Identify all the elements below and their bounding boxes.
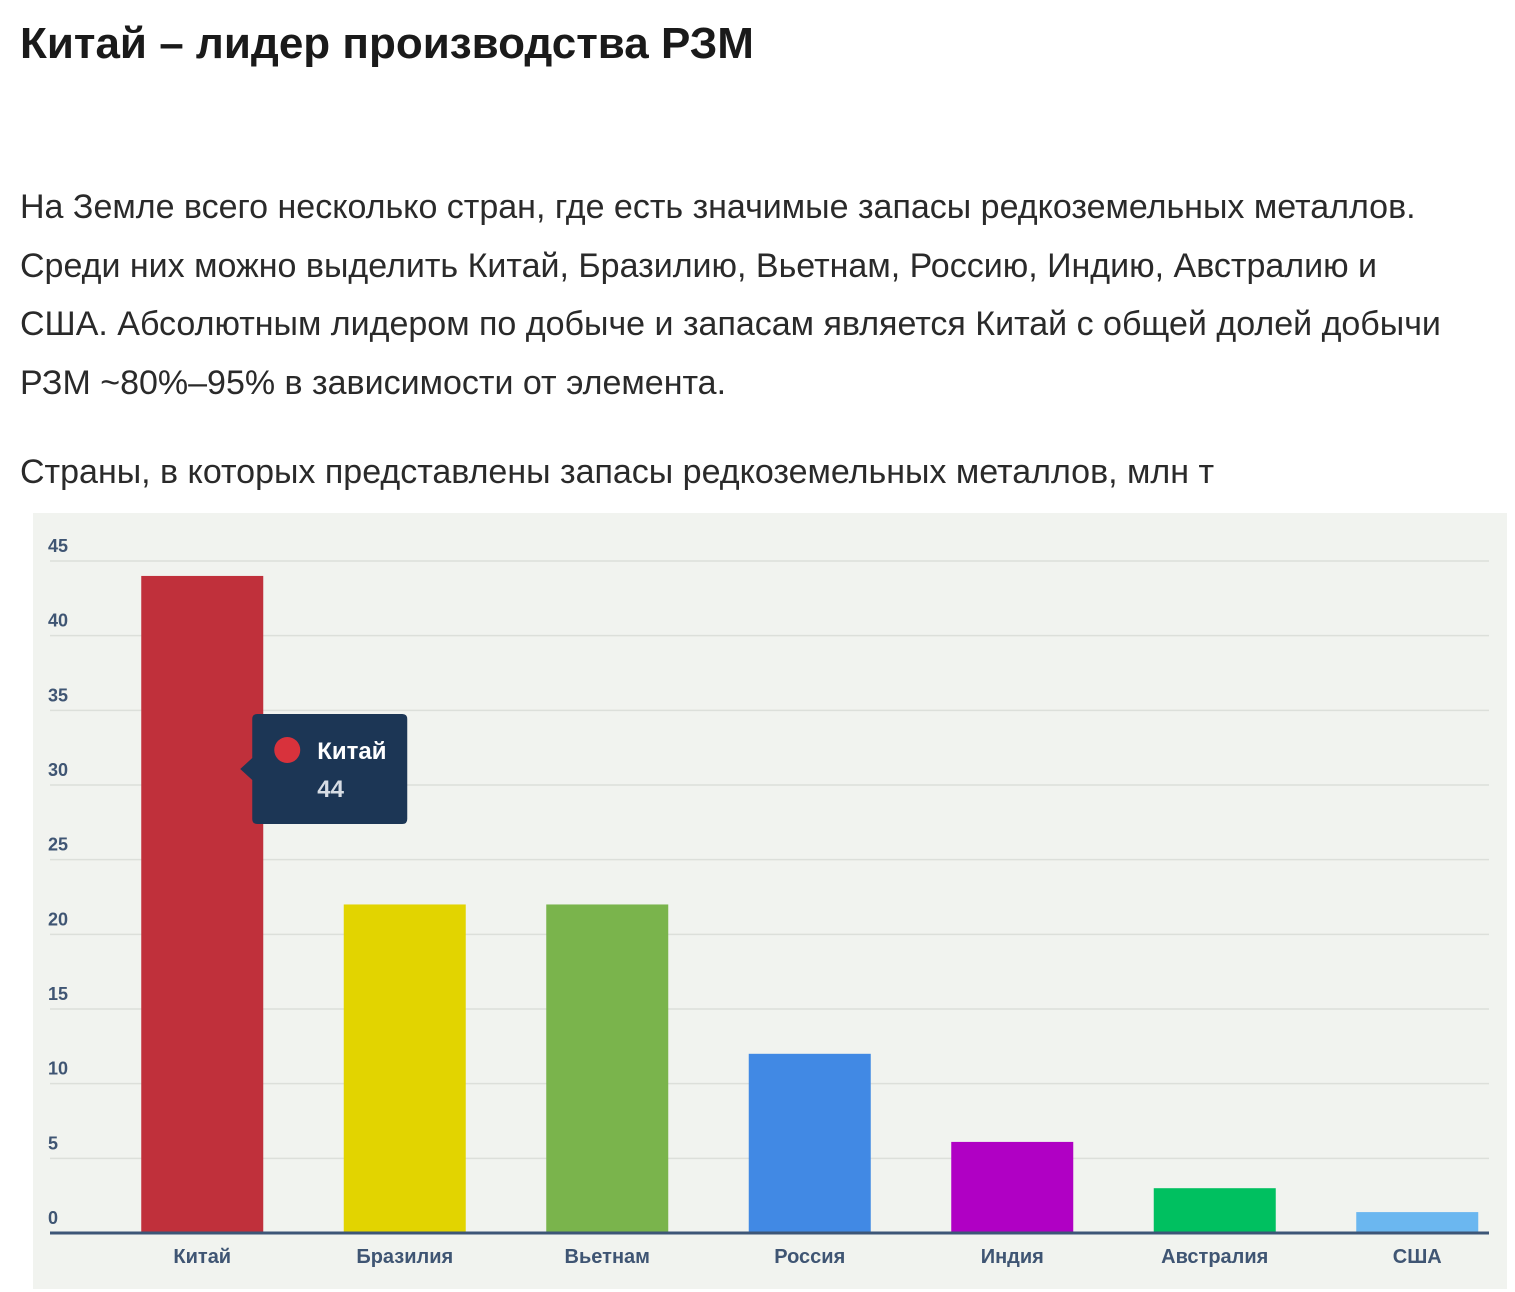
y-tick-label: 25 <box>48 835 68 855</box>
chart-caption: Страны, в которых представлены запасы ре… <box>20 453 1215 491</box>
bar-chart: 0 5 10 15 20 25 30 35 40 45 Китай Бразилия Вьетнам Р… <box>48 536 1489 1268</box>
tooltip-box <box>240 714 408 824</box>
y-tick-label: 0 <box>48 1208 58 1228</box>
bar-tooltip: Китай 44 <box>240 714 408 824</box>
x-category-label: Австралия <box>1161 1246 1268 1268</box>
chart-container: 0 5 10 15 20 25 30 35 40 45 Китай Бразилия Вьетнам Р… <box>33 513 1507 1289</box>
x-category-label: США <box>1393 1246 1442 1268</box>
bar-5[interactable] <box>951 1141 1074 1233</box>
article-paragraph: На Земле всего несколько стран, где есть… <box>20 188 1441 402</box>
bar-3[interactable] <box>546 904 669 1233</box>
bars <box>141 575 1479 1233</box>
bar-7[interactable] <box>1356 1212 1479 1233</box>
x-category-label: Индия <box>981 1246 1044 1268</box>
y-tick-label: 45 <box>48 536 68 556</box>
y-tick-label: 30 <box>48 760 68 780</box>
tooltip-marker <box>274 737 301 763</box>
y-tick-label: 5 <box>48 1133 58 1153</box>
x-category-label: Вьетнам <box>565 1246 650 1268</box>
bar-4[interactable] <box>748 1053 871 1233</box>
bar-1[interactable] <box>141 575 264 1233</box>
y-tick-label: 20 <box>48 909 68 929</box>
x-category-label: Китай <box>173 1246 231 1268</box>
y-tick-label: 15 <box>48 984 68 1004</box>
x-category-label: Бразилия <box>356 1246 453 1268</box>
tooltip-label: Китай <box>317 738 386 765</box>
y-axis-ticks: 0 5 10 15 20 25 30 35 40 45 <box>48 536 68 1228</box>
y-tick-label: 40 <box>48 611 68 631</box>
bar-6[interactable] <box>1153 1188 1276 1233</box>
x-axis-labels: Китай Бразилия Вьетнам Россия Индия Австралия… <box>173 1246 1441 1268</box>
y-tick-label: 35 <box>48 685 68 705</box>
bar-2[interactable] <box>343 904 466 1233</box>
tooltip-value: 44 <box>317 776 344 803</box>
x-category-label: Россия <box>774 1246 845 1268</box>
y-tick-label: 10 <box>48 1059 68 1079</box>
article-heading: Китай – лидер производства РЗМ <box>20 19 754 68</box>
